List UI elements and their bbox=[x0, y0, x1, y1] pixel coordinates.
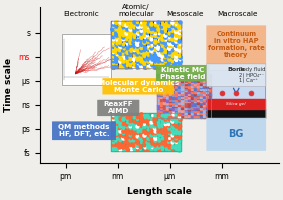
Bar bbox=[62, 34, 111, 85]
Text: Silica gel: Silica gel bbox=[226, 102, 246, 106]
Bar bbox=[157, 74, 211, 118]
Text: Mesoscale: Mesoscale bbox=[167, 11, 204, 17]
Bar bbox=[111, 21, 181, 68]
Bar bbox=[62, 34, 111, 85]
Text: ReaxFF
AIMD: ReaxFF AIMD bbox=[104, 101, 133, 114]
Text: Bone: Bone bbox=[227, 67, 245, 72]
Bar bbox=[207, 109, 265, 118]
Y-axis label: Time scale: Time scale bbox=[4, 57, 13, 112]
Text: Macroscale: Macroscale bbox=[217, 11, 258, 17]
Bar bbox=[207, 99, 265, 109]
Bar bbox=[111, 113, 181, 151]
X-axis label: Length scale: Length scale bbox=[127, 187, 192, 196]
Bar bbox=[111, 113, 181, 151]
Bar bbox=[111, 21, 181, 68]
Text: Electronic: Electronic bbox=[63, 11, 99, 17]
FancyBboxPatch shape bbox=[102, 78, 174, 94]
FancyBboxPatch shape bbox=[52, 121, 116, 140]
FancyBboxPatch shape bbox=[156, 65, 209, 81]
Text: Atomic/
molecular: Atomic/ molecular bbox=[118, 4, 154, 17]
FancyBboxPatch shape bbox=[206, 25, 266, 64]
Text: Molecular dynamics
Monte Carlo: Molecular dynamics Monte Carlo bbox=[98, 80, 179, 93]
FancyBboxPatch shape bbox=[97, 100, 139, 116]
Text: Body fluid
2) HPO₄²⁻
1) Ca²⁺: Body fluid 2) HPO₄²⁻ 1) Ca²⁺ bbox=[239, 67, 266, 83]
FancyBboxPatch shape bbox=[206, 118, 266, 151]
Text: Kinetic MC
Phase field: Kinetic MC Phase field bbox=[160, 67, 205, 80]
Bar bbox=[157, 74, 211, 118]
Text: Continuum
in vitro HAP
formation, rate
theory: Continuum in vitro HAP formation, rate t… bbox=[208, 31, 265, 58]
FancyBboxPatch shape bbox=[207, 64, 266, 86]
Bar bbox=[207, 70, 265, 118]
Text: QM methods
HF, DFT, etc.: QM methods HF, DFT, etc. bbox=[58, 124, 110, 137]
Text: BG: BG bbox=[229, 129, 244, 139]
Bar bbox=[207, 70, 265, 118]
